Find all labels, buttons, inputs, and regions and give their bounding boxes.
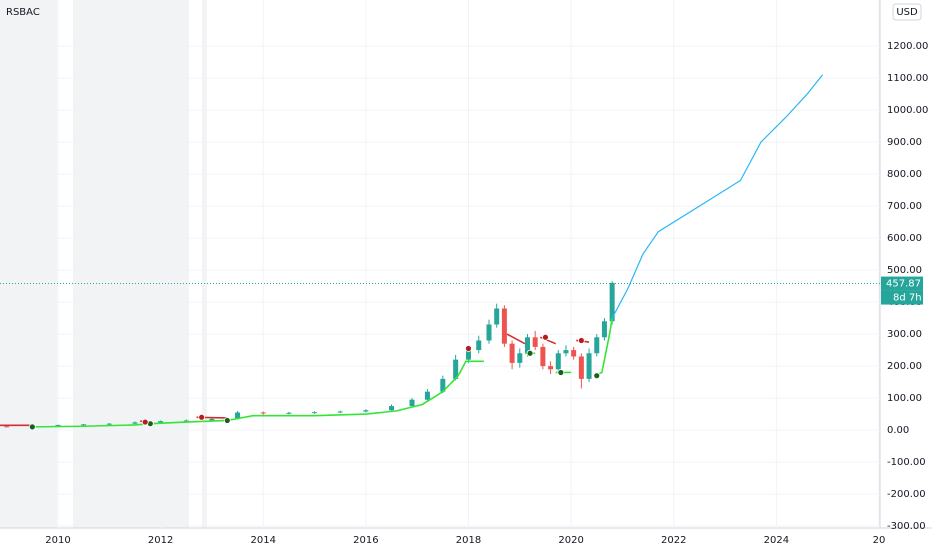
candle-body — [578, 356, 584, 379]
x-tick-label: 2010 — [45, 535, 70, 546]
x-tick-label: 2022 — [661, 535, 686, 546]
symbol: RSBAC — [6, 7, 40, 18]
currency[interactable]: USD — [896, 7, 918, 18]
y-tick-label: 0.00 — [887, 425, 909, 436]
signal-dot — [542, 333, 549, 341]
y-tick-label: 1200.00 — [887, 41, 928, 52]
x-tick-label: 2012 — [148, 535, 173, 546]
candle-body — [440, 378, 446, 392]
y-tick-label: 200.00 — [887, 361, 922, 372]
y-tick-label: -100.00 — [887, 457, 926, 468]
countdown-badge — [881, 290, 923, 305]
candle-body — [286, 412, 292, 414]
candle-body — [81, 424, 87, 426]
y-tick-label: 800.00 — [887, 169, 922, 180]
y-tick-label: 1100.00 — [887, 73, 928, 84]
last-price-label: 457.87 — [886, 279, 921, 290]
y-tick-label: 700.00 — [887, 201, 922, 212]
candle-body — [555, 353, 561, 370]
x-tick-label: 2014 — [251, 535, 276, 546]
line-series — [611, 74, 823, 319]
y-tick-label: 900.00 — [887, 137, 922, 148]
x-tick-label: 2016 — [353, 535, 378, 546]
x-tick-label: 2018 — [456, 535, 481, 546]
session-band — [202, 0, 207, 528]
signal-dot — [141, 418, 149, 426]
session-band — [73, 0, 189, 528]
candle-body — [548, 366, 554, 370]
candle-body — [424, 391, 430, 400]
candle-body — [312, 412, 318, 414]
candle-body — [540, 346, 546, 367]
candle-body — [389, 406, 395, 411]
candle-body — [532, 337, 538, 347]
candle-body — [476, 340, 482, 351]
y-tick-label: -200.00 — [887, 489, 926, 500]
candle-body — [235, 412, 241, 419]
signal-dot — [593, 372, 601, 380]
candle-body — [563, 350, 569, 354]
candle-body — [609, 282, 615, 322]
candle-body — [106, 423, 112, 425]
candle-body — [209, 418, 215, 421]
candle-body — [465, 350, 471, 360]
signal-dot — [198, 413, 206, 421]
candle-body — [601, 321, 607, 338]
candle-body — [517, 353, 523, 363]
candle-body — [571, 350, 577, 357]
x-tick-label: 2020 — [558, 535, 583, 546]
signal-dot — [223, 417, 231, 424]
candle-body — [486, 324, 492, 341]
signal-dot — [28, 423, 36, 431]
candle-body — [260, 412, 266, 414]
candle-body — [363, 410, 369, 412]
candle-body — [409, 399, 415, 407]
x-tick-label: 20 — [873, 535, 886, 546]
y-tick-label: 600.00 — [887, 233, 922, 244]
candle-body — [524, 337, 530, 354]
candle-body — [158, 421, 164, 423]
candle-body — [594, 337, 600, 354]
signal-dot — [557, 369, 565, 376]
candle-body — [586, 353, 592, 379]
y-tick-label: 500.00 — [887, 265, 922, 276]
currency-badge[interactable] — [892, 3, 922, 21]
y-tick-label: -300.00 — [887, 521, 926, 532]
candle-body — [55, 424, 61, 426]
candle-body — [501, 308, 507, 344]
y-tick-label: 100.00 — [887, 393, 922, 404]
last-price-badge — [881, 276, 923, 291]
candle-body — [183, 420, 189, 422]
signal-dot — [577, 337, 585, 344]
candle-body — [132, 422, 138, 424]
candle-body — [494, 308, 500, 325]
countdown-label: 8d 7h — [893, 293, 922, 304]
candle-body — [453, 359, 459, 379]
session-band — [0, 0, 57, 528]
candle-body — [509, 343, 515, 363]
y-tick-label: 1000.00 — [887, 105, 928, 116]
signal-dot — [465, 345, 472, 352]
candle-body — [337, 411, 343, 413]
candle-body — [4, 426, 10, 428]
signal-dot — [526, 349, 534, 357]
x-tick-label: 2024 — [764, 535, 789, 546]
y-tick-label: 300.00 — [887, 329, 922, 340]
